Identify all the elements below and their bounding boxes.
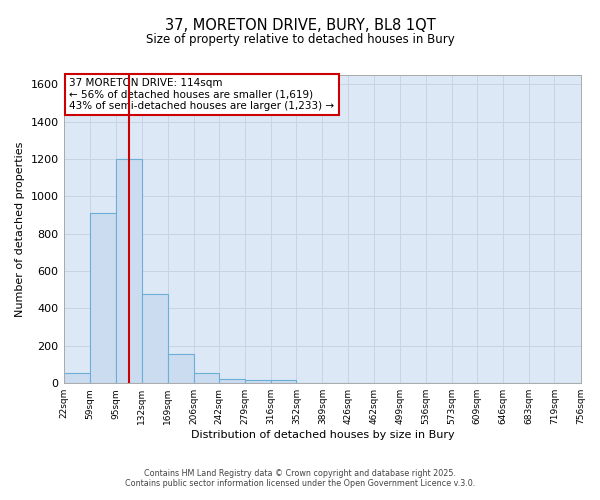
Bar xyxy=(64,373,90,383)
Bar xyxy=(90,213,116,383)
Bar xyxy=(245,380,271,383)
Text: 37, MORETON DRIVE, BURY, BL8 1QT: 37, MORETON DRIVE, BURY, BL8 1QT xyxy=(164,18,436,32)
Y-axis label: Number of detached properties: Number of detached properties xyxy=(15,142,25,317)
Bar xyxy=(219,378,245,383)
Bar xyxy=(116,159,142,383)
Bar xyxy=(271,380,296,383)
Bar xyxy=(142,294,167,383)
Bar xyxy=(167,354,194,383)
Text: Size of property relative to detached houses in Bury: Size of property relative to detached ho… xyxy=(146,32,454,46)
Text: 37 MORETON DRIVE: 114sqm
← 56% of detached houses are smaller (1,619)
43% of sem: 37 MORETON DRIVE: 114sqm ← 56% of detach… xyxy=(70,78,335,112)
X-axis label: Distribution of detached houses by size in Bury: Distribution of detached houses by size … xyxy=(191,430,454,440)
Text: Contains public sector information licensed under the Open Government Licence v.: Contains public sector information licen… xyxy=(125,478,475,488)
Text: Contains HM Land Registry data © Crown copyright and database right 2025.: Contains HM Land Registry data © Crown c… xyxy=(144,468,456,477)
Bar xyxy=(194,373,219,383)
